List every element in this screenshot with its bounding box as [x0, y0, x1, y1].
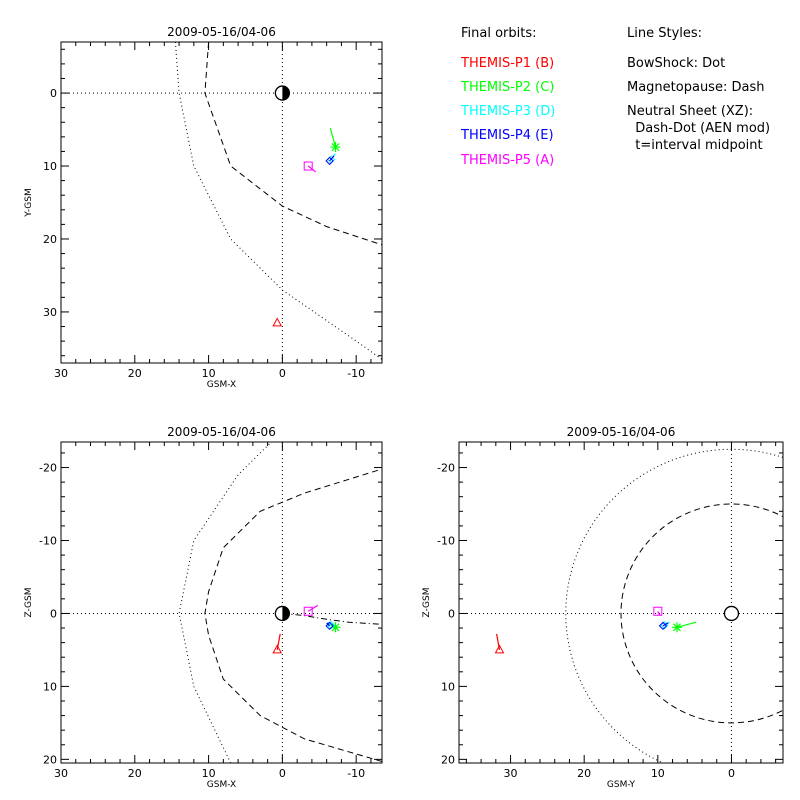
themis-p5-marker — [303, 161, 313, 171]
x-tick-label: 10 — [202, 367, 216, 380]
x-tick-label: 30 — [54, 367, 68, 380]
x-tick-label: 0 — [279, 767, 286, 780]
magnetopause-curve — [204, 468, 382, 762]
y-tick-label: -10 — [437, 534, 455, 547]
themis-p2-track — [329, 127, 337, 148]
x-tick-label: 20 — [577, 767, 591, 780]
themis-p3-marker — [326, 620, 336, 630]
x-tick-label: 10 — [202, 767, 216, 780]
y-tick-label: -20 — [39, 462, 57, 475]
legend-orbit-p2: THEMIS-P2 (C) — [461, 80, 555, 95]
themis-p4-track — [329, 155, 335, 162]
x-tick-label: 10 — [651, 767, 665, 780]
earth-night-side — [282, 606, 290, 621]
y-tick-label: 0 — [50, 607, 57, 620]
legend-style-interval: t=interval midpoint — [627, 138, 763, 153]
magnetopause-curve — [204, 42, 382, 246]
themis-p1-marker — [272, 644, 283, 654]
legend-orbits-header: Final orbits: — [461, 26, 537, 41]
x-tick-label: 0 — [728, 767, 735, 780]
legend-style-bowshock: BowShock: Dot — [627, 56, 726, 71]
earth-symbol — [723, 605, 740, 622]
themis-p2-marker — [330, 622, 341, 633]
legend-orbit-p1: THEMIS-P1 (B) — [461, 56, 555, 71]
y-tick-label: -10 — [39, 534, 57, 547]
y-axis-label: Y-GSM — [24, 188, 34, 217]
y-tick-label: 30 — [43, 306, 57, 319]
x-axis-label: GSM-Y — [607, 780, 636, 790]
themis-p2-marker — [671, 622, 682, 633]
themis-p4-marker — [658, 621, 668, 631]
plot-frame — [60, 441, 383, 764]
y-tick-label: 20 — [43, 233, 57, 246]
neutral-sheet-xz--curve — [282, 612, 382, 625]
x-tick-label: 20 — [128, 367, 142, 380]
themis-p1-marker — [272, 317, 283, 327]
bowshock-curve — [178, 442, 272, 763]
legend-orbit-p5: THEMIS-P5 (A) — [461, 153, 555, 168]
plot-yz: 30 20 10 0 -20 -10 0 10 20 2009-05-16/04-06 GSM-Y Z… — [422, 425, 784, 790]
y-tick-label: 10 — [43, 680, 57, 693]
plot-title: 2009-05-16/04-06 — [567, 425, 676, 439]
plot-frame — [458, 441, 784, 764]
x-tick-label: 30 — [504, 767, 518, 780]
y-tick-label: 10 — [441, 680, 455, 693]
bowshock-circle — [565, 448, 783, 763]
legend-style-neutral-sheet: Neutral Sheet (XZ): — [627, 104, 754, 119]
y-tick-label: 20 — [441, 753, 455, 766]
plot-area — [459, 442, 783, 763]
x-axis-label: GSM-X — [207, 780, 236, 790]
themis-p4-marker — [325, 621, 334, 631]
x-tick-label: -10 — [347, 767, 365, 780]
y-axis-label: Z-GSM — [422, 587, 432, 617]
themis-p5-track — [307, 604, 319, 612]
plot-xz: 30 20 10 0 -10-20-10010202009-05-16/04-06GSM… — [24, 425, 383, 790]
themis-p2-track — [676, 621, 697, 628]
y-tick-label: -20 — [437, 462, 455, 475]
plot-title: 2009-05-16/04-06 — [167, 25, 276, 39]
x-axis-label: GSM-X — [207, 380, 236, 390]
legend-style-dashdot: Dash-Dot (AEN mod) — [627, 121, 771, 136]
themis-p1-marker — [494, 644, 505, 654]
y-tick-label: 10 — [43, 160, 57, 173]
x-tick-label: 30 — [54, 767, 68, 780]
themis-p5-marker — [653, 606, 663, 616]
y-tick-label: 20 — [43, 753, 57, 766]
x-tick-label: 20 — [128, 767, 142, 780]
plot-area — [61, 42, 382, 363]
y-tick-label: 0 — [448, 607, 455, 620]
themis-p2-marker — [330, 142, 341, 153]
legend-orbit-p3: THEMIS-P3 (D) — [461, 104, 556, 119]
plot-xy: 30 20 10 0 -10 0 10 20 30 2009-05-16/04-06 GSM-X Y-… — [24, 25, 383, 390]
y-tick-label: 0 — [50, 87, 57, 100]
earth-night-side — [282, 86, 290, 101]
x-tick-label: 0 — [279, 367, 286, 380]
themis-p4-marker — [325, 156, 334, 166]
plot-frame — [60, 41, 383, 364]
magnetopause-circle — [620, 503, 783, 724]
x-tick-label: -10 — [347, 367, 365, 380]
legend-style-magnetopause: Magnetopause: Dash — [627, 80, 765, 95]
legend-styles-header: Line Styles: — [627, 26, 703, 41]
plot-title: 2009-05-16/04-06 — [167, 425, 276, 439]
themis-p5-marker — [303, 606, 313, 616]
legend-orbit-p4: THEMIS-P4 (E) — [461, 128, 554, 143]
y-axis-label: Z-GSM — [24, 587, 34, 617]
plot-area — [61, 442, 382, 763]
